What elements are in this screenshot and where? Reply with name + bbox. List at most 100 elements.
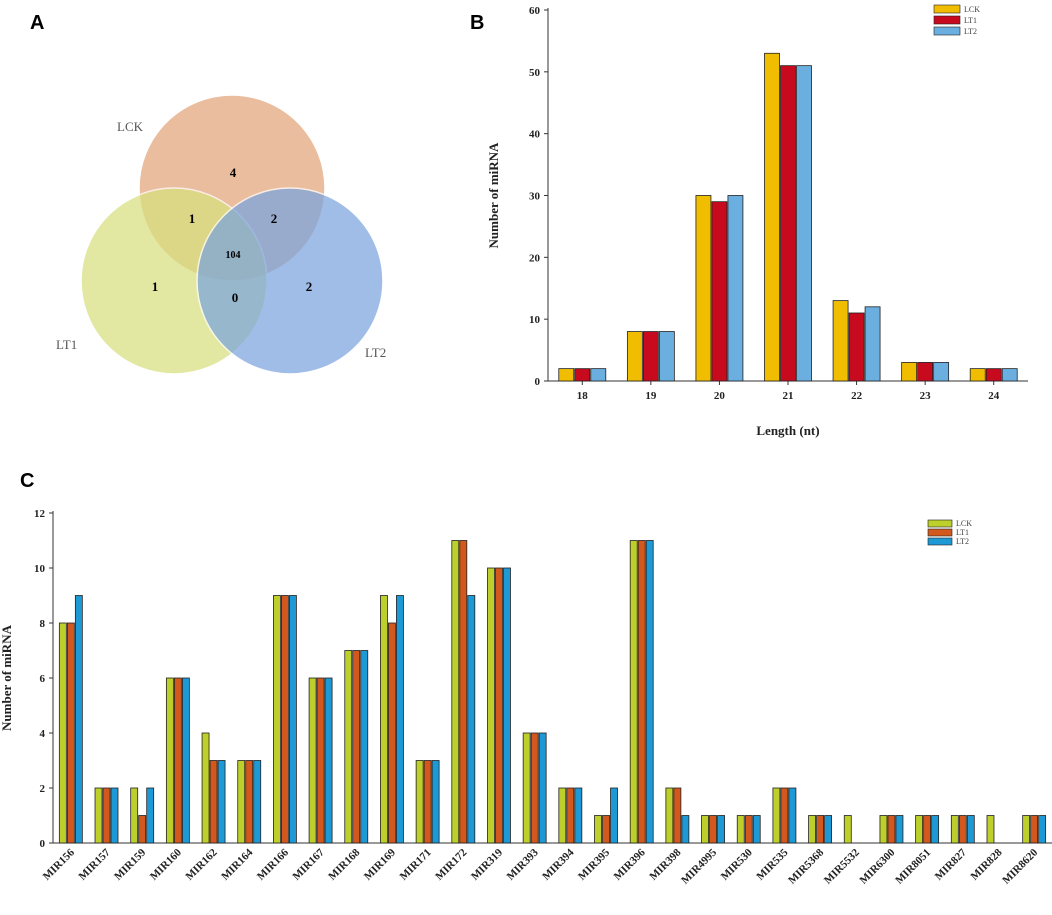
bar-lck-mir171 [415,760,424,844]
bar-lck-mir530 [736,815,745,844]
bar-lt1-mir166 [281,595,289,844]
x-tick-label: MIR159 [112,846,148,882]
legend-swatch-lt2 [933,26,961,36]
bar-lt2-mir530 [752,815,761,844]
x-tick-label: 20 [714,390,726,402]
legend-label-lt1: LT1 [956,528,969,537]
bar-lck-mir160 [165,677,174,844]
bar-lt2-mir171 [431,760,440,844]
bar-lck-mir159 [130,787,139,844]
legend-swatch-lck [927,519,953,528]
bar-lt1-mir393 [530,732,539,844]
x-tick-label: MIR398 [647,846,683,882]
bar-lt2-18 [590,368,607,382]
legend-label-lt1: LT1 [964,16,977,25]
bar-lt2-23 [933,362,950,382]
bar-lck-mir166 [273,595,281,844]
y-tick-label: 2 [40,783,46,795]
bar-lck-mir394 [558,787,567,844]
bar-lck-21 [764,52,780,382]
bar-lck-mir156 [58,622,67,844]
bar-lt1-mir394 [566,787,575,844]
x-tick-label: MIR396 [612,846,648,882]
y-tick-label: 0 [40,838,46,850]
y-tick-label: 10 [34,563,46,575]
bar-lt2-mir4995 [717,815,725,844]
venn-set-label-lck: LCK [117,119,144,134]
bar-lt2-mir5368 [824,815,832,844]
bar-lt1-mir156 [66,622,75,844]
bar-lt2-mir160 [181,677,190,844]
y-tick-label: 12 [34,508,46,520]
bar-lt1-mir162 [209,760,218,844]
bar-lck-mir8051 [915,815,924,844]
x-tick-label: MIR167 [291,846,327,882]
bar-lck-mir5532 [843,815,852,844]
venn-diagram: LCK LT1 LT2 4 1 2 104 1 0 2 [56,94,386,375]
y-tick-label: 40 [529,129,541,141]
x-tick-label: MIR166 [255,846,291,882]
y-tick-label: 0 [535,376,541,388]
x-tick-label: MIR395 [576,846,612,882]
legend-swatch-lt2 [927,537,953,546]
bar-lt2-mir172 [467,595,476,844]
x-tick-label: MIR162 [184,846,220,882]
bar-lck-20 [695,195,712,382]
bar-lt1-mir167 [316,677,325,844]
y-tick-label: 60 [529,5,541,17]
x-tick-label: MIR8051 [893,847,933,887]
bar-lt2-mir166 [289,595,297,844]
legend-label-lt2: LT2 [956,537,969,546]
venn-count-lck-only: 4 [230,165,237,180]
x-tick-label: 22 [851,390,863,402]
bar-lck-mir157 [94,787,103,844]
bar-lt1-mir396 [637,540,646,844]
bar-lt1-mir160 [173,677,182,844]
bar-lt2-mir535 [788,787,797,844]
bar-lck-mir319 [487,567,495,844]
x-tick-label: MIR168 [326,846,362,882]
bar-lt2-mir319 [503,567,511,844]
x-tick-label: MIR164 [219,846,255,882]
bar-lt1-23 [917,362,934,382]
x-tick-label: MIR171 [398,847,434,883]
x-tick-label: MIR156 [41,846,77,882]
x-tick-label: MIR4995 [679,846,719,886]
venn-count-all: 104 [226,250,241,261]
bar-lt1-mir4995 [709,815,717,844]
x-tick-label: MIR8620 [1000,846,1040,886]
bar-lt1-mir157 [102,787,111,844]
bar-lt1-mir169 [388,622,396,844]
x-tick-label: MIR393 [505,846,541,882]
bar-lt1-mir5368 [816,815,824,844]
bar-lck-mir827 [950,815,959,844]
x-tick-label: MIR530 [719,846,755,882]
panel-letter-b: B [470,12,484,34]
venn-set-label-lt1: LT1 [56,337,77,352]
bar-lt1-mir8051 [923,815,932,844]
x-tick-label: 21 [783,390,794,402]
bar-lck-mir398 [665,787,674,844]
bar-lt1-19 [642,331,659,382]
venn-count-lck-lt1: 1 [189,211,196,226]
panel-letter-a: A [30,12,44,34]
bar-lck-mir164 [237,760,246,844]
bar-lt2-mir8051 [931,815,940,844]
bar-lt2-mir394 [574,787,583,844]
bar-lck-23 [901,362,918,382]
bar-lt1-mir535 [780,787,789,844]
bar-lck-mir172 [451,540,460,844]
venn-count-lt1-only: 1 [152,279,159,294]
x-tick-label: MIR319 [469,846,505,882]
venn-set-label-lt2: LT2 [365,345,386,360]
x-axis-title: Length (nt) [756,423,819,438]
bar-lt1-mir8620 [1030,815,1039,844]
bar-lck-mir5368 [808,815,816,844]
y-tick-label: 20 [529,252,541,264]
bar-lck-mir828 [986,815,995,844]
y-tick-label: 8 [40,618,46,630]
bar-lt2-22 [864,306,881,382]
bar-lck-mir393 [522,732,531,844]
x-tick-label: MIR827 [933,846,969,882]
